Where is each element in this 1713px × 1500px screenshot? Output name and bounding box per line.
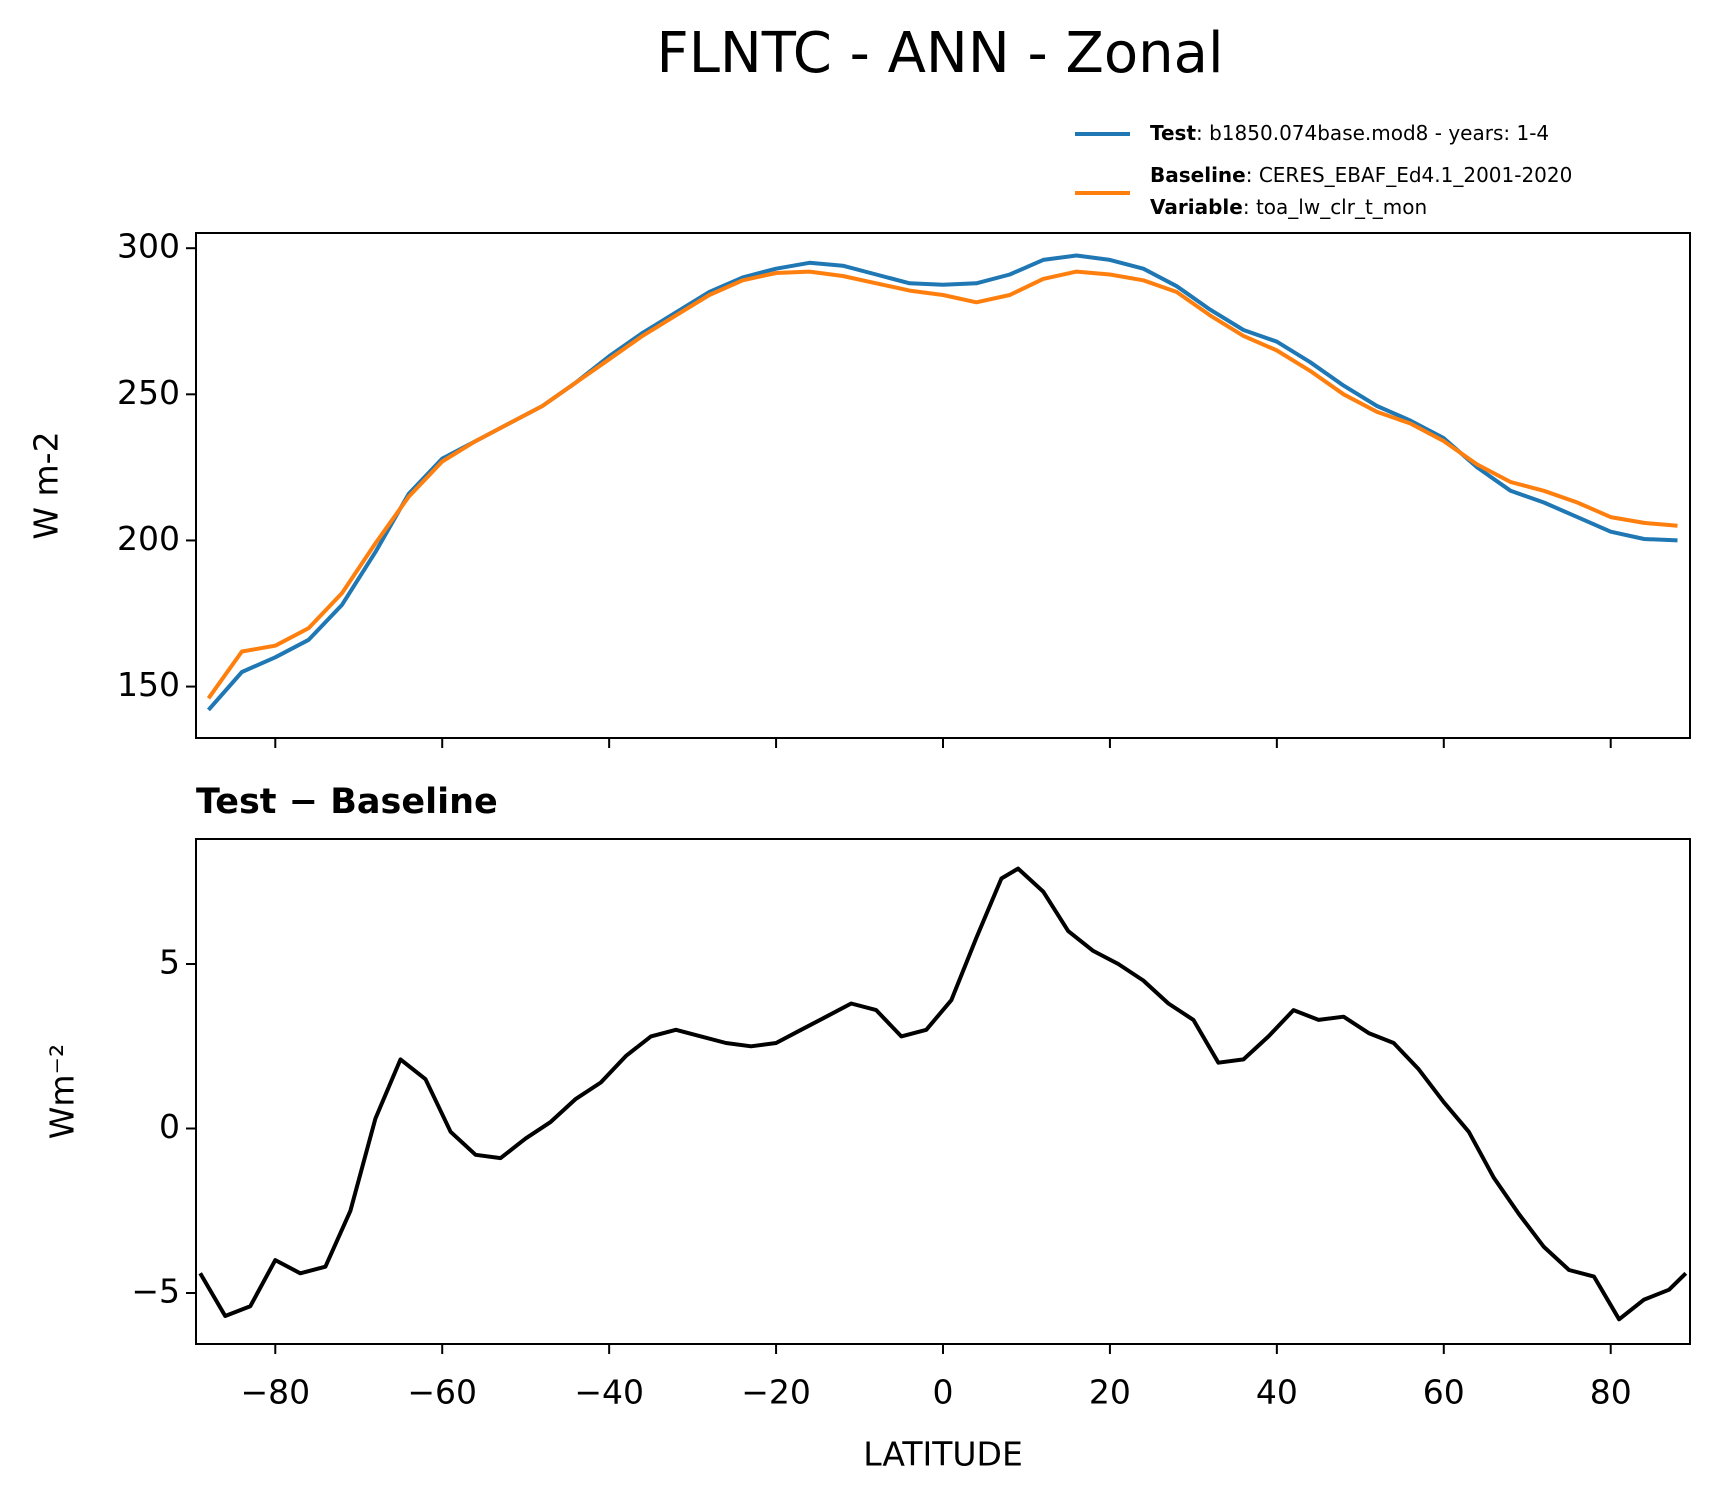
y-tick-label: 250 (117, 373, 180, 412)
y-axis-label: W m-2 (27, 431, 66, 539)
axes-frame (195, 232, 1691, 739)
legend-text: : CERES_EBAF_Ed4.1_2001-2020 (1246, 163, 1573, 187)
x-tick-label: −80 (240, 1373, 310, 1412)
legend-text: : b1850.074base.mod8 - years: 1-4 (1196, 121, 1549, 145)
x-tick-label: 0 (933, 1373, 954, 1412)
subplot-title: Test − Baseline (196, 782, 498, 822)
legend-text: : toa_lw_clr_t_mon (1243, 195, 1427, 219)
series-line (206, 269, 1678, 700)
y-tick-label: 200 (117, 519, 180, 558)
x-tick-label: −20 (741, 1373, 811, 1412)
series-line (198, 866, 1688, 1322)
y-axis-label: Wm⁻² (43, 1044, 82, 1139)
figure-title: FLNTC - ANN - Zonal (656, 21, 1223, 86)
y-tick-label: −5 (131, 1272, 180, 1311)
x-tick-label: 80 (1590, 1373, 1632, 1412)
y-tick-label: 150 (117, 665, 180, 704)
legend-entry: Baseline: CERES_EBAF_Ed4.1_2001-2020 (1150, 163, 1572, 187)
y-tick-label: 0 (159, 1107, 180, 1146)
plot-area (198, 866, 1688, 1322)
x-tick-label: −60 (407, 1373, 477, 1412)
x-tick-label: −40 (574, 1373, 644, 1412)
legend-entry: Variable: toa_lw_clr_t_mon (1150, 195, 1427, 219)
x-tick-label: 60 (1423, 1373, 1465, 1412)
x-tick-label: 20 (1089, 1373, 1131, 1412)
x-axis-label: LATITUDE (863, 1435, 1023, 1474)
legend-name: Variable (1150, 195, 1243, 219)
axes-frame (195, 838, 1691, 1345)
legend-name: Test (1150, 121, 1196, 145)
legend-entry: Test: b1850.074base.mod8 - years: 1-4 (1150, 121, 1549, 145)
y-tick-label: 5 (159, 943, 180, 982)
x-tick-label: 40 (1256, 1373, 1298, 1412)
plot-area (206, 253, 1678, 712)
legend-name: Baseline (1150, 163, 1246, 187)
y-tick-label: 300 (117, 227, 180, 266)
